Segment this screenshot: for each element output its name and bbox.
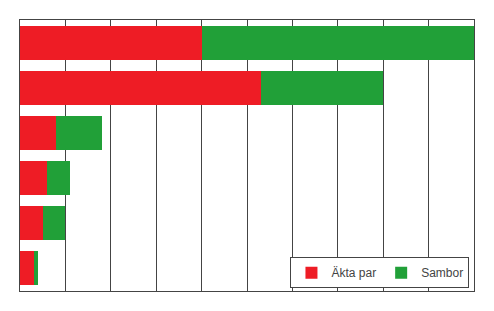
svg-text:Sambor: Sambor <box>421 266 463 280</box>
svg-text:Äkta par: Äkta par <box>331 266 376 280</box>
